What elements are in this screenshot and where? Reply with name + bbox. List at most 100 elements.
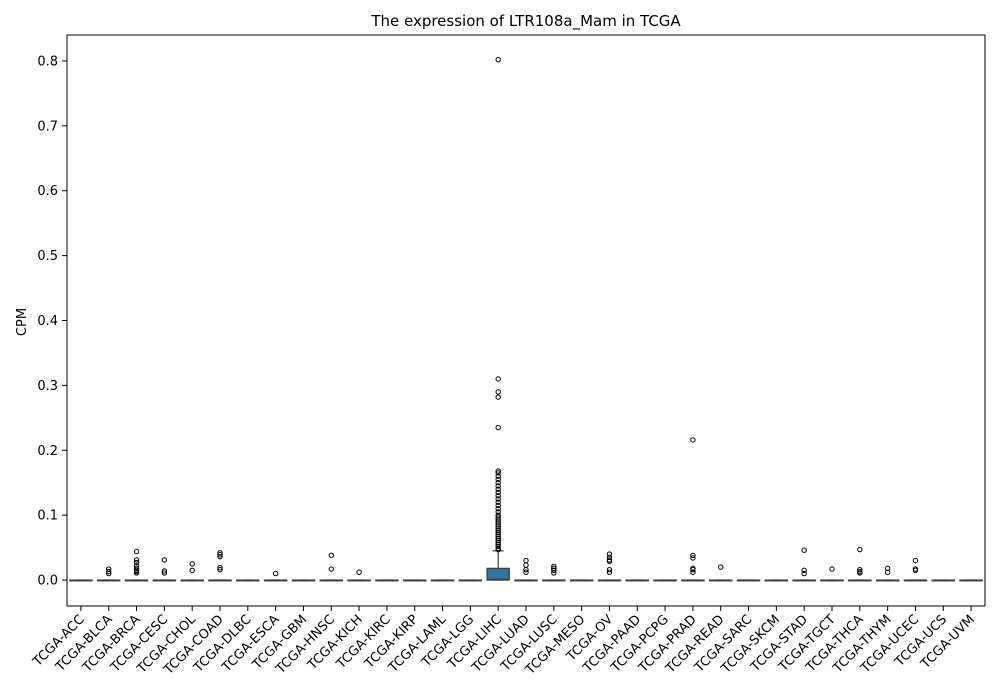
outlier-point	[495, 520, 501, 526]
outlier-point	[690, 569, 696, 575]
outlier-point	[495, 502, 501, 509]
y-tick-label: 0.4	[37, 314, 58, 329]
outlier-point	[495, 496, 501, 502]
outlier-point	[328, 552, 334, 559]
y-tick-label: 0.8	[37, 54, 58, 69]
outlier-point	[495, 470, 501, 476]
y-tick-label: 0.7	[37, 119, 58, 134]
outlier-point	[272, 570, 279, 577]
outlier-point	[801, 547, 807, 553]
outlier-point	[495, 529, 501, 536]
outlier-point	[106, 568, 112, 575]
outlier-point	[551, 570, 557, 576]
y-tick-label: 0.2	[37, 444, 58, 459]
outlier-point	[523, 569, 529, 575]
outlier-point	[133, 548, 140, 555]
outlier-point	[495, 505, 501, 512]
outlier-point	[718, 564, 724, 570]
y-tick-label: 0.1	[37, 509, 58, 524]
outlier-point	[133, 570, 140, 576]
outlier-point	[606, 558, 613, 564]
outlier-point	[606, 566, 613, 573]
y-tick-label: 0.0	[37, 574, 58, 589]
outlier-point	[857, 566, 863, 573]
outlier-point	[495, 518, 501, 524]
outlier-point	[912, 567, 919, 574]
outlier-point	[857, 570, 863, 576]
outlier-point	[217, 553, 223, 560]
outlier-point	[189, 561, 195, 567]
outlier-point	[495, 473, 501, 479]
outlier-point	[217, 566, 223, 573]
outlier-point	[495, 537, 501, 544]
outlier-point	[884, 565, 891, 572]
outlier-point	[690, 566, 696, 573]
outlier-point	[495, 476, 501, 483]
outlier-point	[217, 565, 223, 571]
outlier-point	[495, 468, 501, 474]
outlier-point	[495, 394, 501, 400]
outlier-point	[189, 567, 195, 574]
y-tick-label: 0.3	[37, 379, 58, 394]
plot-frame	[66, 34, 986, 607]
outlier-point	[495, 522, 501, 528]
outlier-point	[606, 551, 613, 557]
outlier-point	[161, 557, 168, 563]
outlier-point	[690, 555, 696, 561]
outlier-point	[495, 533, 501, 540]
outlier-point	[606, 554, 613, 561]
outlier-point	[495, 486, 501, 492]
outlier-point	[829, 566, 835, 572]
outlier-point	[495, 546, 501, 553]
outlier-point	[495, 480, 501, 486]
y-tick-label: 0.6	[37, 184, 58, 199]
outlier-point	[857, 546, 863, 553]
outlier-point	[523, 566, 529, 573]
outlier-point	[495, 526, 501, 532]
outlier-point	[495, 509, 501, 515]
outlier-point	[606, 569, 613, 575]
outlier-point	[495, 483, 501, 489]
y-axis-label: CPM	[15, 308, 30, 336]
outlier-point	[495, 512, 501, 518]
outlier-point	[551, 567, 557, 574]
outlier-point	[884, 569, 891, 575]
chart-title: The expression of LTR108a_Mam in TCGA	[370, 12, 681, 31]
plot-area: 0.00.10.20.30.40.50.60.70.8TCGA-ACCTCGA-…	[30, 54, 983, 678]
outlier-point	[495, 531, 501, 538]
outlier-point	[217, 550, 223, 556]
outlier-point	[161, 570, 168, 576]
outlier-point	[495, 514, 501, 520]
outlier-point	[495, 524, 501, 530]
outlier-point	[551, 563, 557, 570]
outlier-point	[801, 567, 807, 574]
outlier-point	[356, 569, 362, 575]
y-tick-label: 0.5	[37, 249, 58, 264]
outlier-point	[133, 559, 140, 566]
outlier-point	[495, 543, 501, 550]
outlier-point	[106, 570, 112, 577]
outlier-point	[495, 541, 501, 548]
outlier-point	[801, 570, 807, 577]
outlier-point	[495, 535, 501, 542]
outlier-point	[495, 56, 501, 63]
outlier-point	[495, 492, 501, 499]
outlier-point	[495, 539, 501, 546]
outlier-point	[523, 562, 529, 568]
outlier-point	[495, 376, 501, 382]
outlier-point	[690, 552, 696, 559]
outlier-point	[495, 499, 501, 505]
outlier-point	[495, 489, 501, 496]
box-tcga-lihc	[486, 567, 510, 581]
outlier-point	[690, 437, 696, 443]
outlier-point	[495, 389, 501, 395]
outlier-point	[495, 424, 501, 431]
outlier-point	[217, 552, 223, 558]
outlier-point	[133, 557, 140, 563]
outlier-point	[161, 568, 168, 574]
outlier-point	[328, 566, 334, 572]
outlier-point	[523, 557, 529, 564]
outlier-point	[495, 528, 501, 534]
outlier-point	[912, 557, 919, 564]
